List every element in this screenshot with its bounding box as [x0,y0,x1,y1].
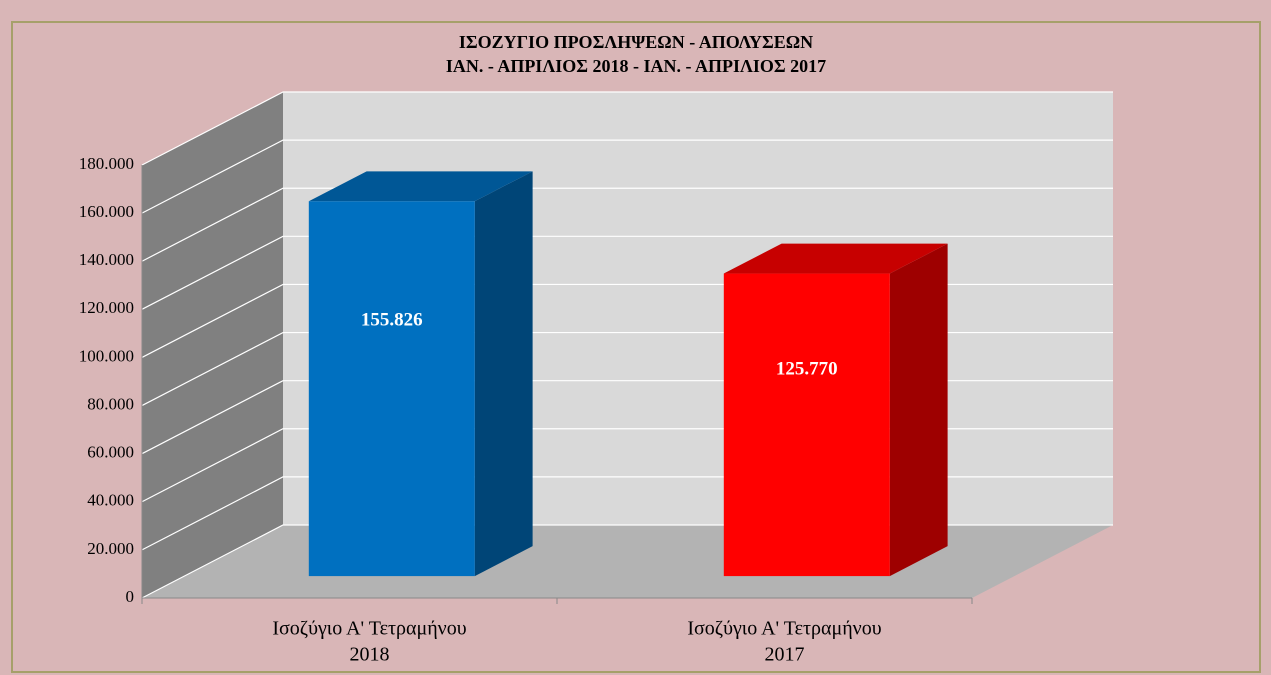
x-tick-label: 2017 [765,644,805,666]
bar [308,201,475,577]
bar-side [474,171,533,577]
y-tick-label: 100.000 [79,346,134,365]
left-wall [142,92,283,598]
chart-subtitle: ΙΑΝ. - ΑΠΡΙΛΙΟΣ 2018 - ΙΑΝ. - ΑΠΡΙΛΙΟΣ 2… [446,56,826,76]
data-label: 155.826 [361,310,423,331]
data-label: 125.770 [776,359,838,380]
grid-line [141,139,1113,214]
y-tick-label: 20.000 [87,539,134,558]
x-tick-label: Ισοζύγιο Α' Τετραμήνου [272,618,466,640]
grid-line [141,91,1113,166]
floor [142,525,1113,598]
y-tick-label: 80.000 [87,394,134,413]
y-tick-label: 0 [126,587,135,606]
y-tick-label: 140.000 [79,250,134,269]
x-tick-label: Ισοζύγιο Α' Τετραμήνου [687,618,881,640]
y-tick-label: 120.000 [79,298,134,317]
y-tick-label: 60.000 [87,443,134,462]
chart-title: ΙΣΟΖΥΓΙΟ ΠΡΟΣΛΗΨΕΩΝ - ΑΠΟΛΥΣΕΩΝ [459,32,813,52]
grid-line [141,235,1113,310]
bar-top [308,171,533,202]
chart-border [11,21,1261,673]
bar [723,273,890,577]
x-tick-label: 2018 [350,644,390,666]
y-tick-label: 160.000 [79,202,134,221]
bar-side [889,243,948,577]
y-tick-label: 180.000 [79,154,134,173]
bar-top [723,243,948,274]
grid-line [141,187,1113,262]
y-tick-label: 40.000 [87,491,134,510]
